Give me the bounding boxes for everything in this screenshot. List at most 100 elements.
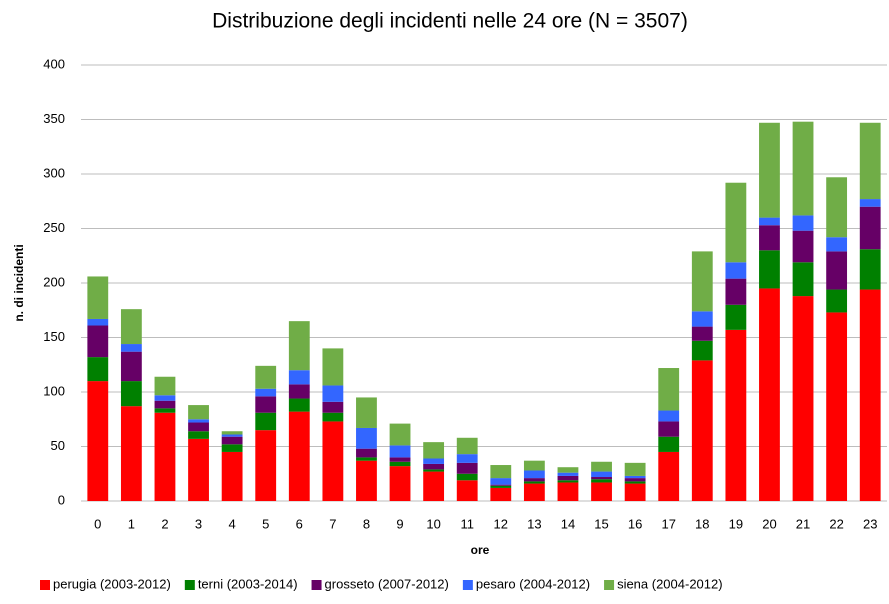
legend-swatch bbox=[462, 580, 473, 590]
bar-segment bbox=[456, 437, 478, 455]
bar-segment bbox=[120, 381, 142, 407]
bar-segment bbox=[792, 262, 814, 297]
bar-segment bbox=[87, 357, 109, 382]
legend-swatch bbox=[40, 580, 50, 590]
y-tick-label: 200 bbox=[43, 274, 65, 289]
bar-segment bbox=[87, 381, 109, 501]
bar-segment bbox=[725, 182, 747, 263]
bar-segment bbox=[221, 436, 243, 445]
bar-segment bbox=[826, 289, 848, 313]
bar-segment bbox=[658, 410, 680, 422]
bar-segment bbox=[859, 206, 881, 250]
bar-segment bbox=[759, 217, 780, 226]
x-tick-label: 6 bbox=[296, 516, 303, 531]
bar-segment bbox=[255, 396, 277, 413]
bar-segment bbox=[87, 318, 109, 326]
bar-segment bbox=[322, 421, 344, 501]
x-tick-label: 12 bbox=[494, 516, 508, 531]
bar-segment bbox=[288, 398, 310, 412]
legend-swatch bbox=[311, 580, 322, 590]
x-tick-label: 1 bbox=[128, 516, 135, 531]
legend-swatch bbox=[184, 580, 195, 590]
bar-segment bbox=[120, 344, 142, 352]
bar-segment bbox=[691, 311, 713, 327]
bar-segment bbox=[557, 480, 579, 483]
bar-segment bbox=[490, 465, 512, 479]
bar-segment bbox=[221, 451, 243, 501]
bar-segment bbox=[826, 237, 848, 252]
bar-segment bbox=[725, 278, 747, 305]
x-tick-label: 2 bbox=[161, 516, 168, 531]
x-tick-label: 11 bbox=[460, 516, 474, 531]
bar-segment bbox=[120, 406, 142, 501]
bar-segment bbox=[490, 487, 512, 501]
bar-segment bbox=[389, 457, 411, 462]
bar-segment bbox=[759, 250, 780, 289]
bar-segment bbox=[725, 329, 747, 501]
bar-segment bbox=[658, 368, 680, 411]
bar-segment bbox=[792, 215, 814, 231]
bar-segment bbox=[322, 401, 344, 413]
bar-segment bbox=[859, 249, 881, 290]
x-tick-label: 7 bbox=[329, 516, 336, 531]
bar-segment bbox=[288, 370, 310, 385]
x-tick-label: 16 bbox=[628, 516, 642, 531]
bar-segment bbox=[658, 451, 680, 501]
bar-segment bbox=[624, 481, 646, 484]
bar-segment bbox=[792, 121, 814, 216]
bar-segment bbox=[154, 395, 176, 401]
bar-segment bbox=[759, 122, 780, 218]
bar-segment bbox=[826, 312, 848, 501]
y-tick-label: 350 bbox=[43, 111, 65, 126]
bar-segment bbox=[389, 466, 411, 501]
bar-segment bbox=[826, 177, 848, 238]
bar-segment bbox=[154, 400, 176, 409]
bar-segment bbox=[557, 467, 579, 473]
bar-segment bbox=[624, 462, 646, 476]
bar-segment bbox=[523, 460, 545, 471]
bar-segment bbox=[523, 481, 545, 484]
x-tick-label: 8 bbox=[363, 516, 370, 531]
bar-segment bbox=[490, 478, 512, 485]
bar-segment bbox=[188, 405, 209, 420]
bar-segment bbox=[356, 457, 377, 461]
y-tick-label: 0 bbox=[58, 492, 65, 507]
bar-segment bbox=[456, 462, 478, 474]
bar-segment bbox=[792, 230, 814, 263]
bar-segment bbox=[120, 351, 142, 382]
y-tick-label: 100 bbox=[43, 383, 65, 398]
bar-segment bbox=[288, 321, 310, 371]
x-tick-label: 4 bbox=[229, 516, 236, 531]
bar-segment bbox=[490, 485, 512, 488]
bar-segment bbox=[188, 438, 209, 501]
x-axis-label: ore bbox=[471, 543, 490, 557]
bar-segment bbox=[221, 444, 243, 452]
bar-segment bbox=[691, 340, 713, 361]
x-tick-label: 9 bbox=[396, 516, 403, 531]
bar-segment bbox=[389, 461, 411, 467]
bar-segment bbox=[557, 472, 579, 476]
bar-segment bbox=[624, 483, 646, 501]
x-tick-label: 10 bbox=[426, 516, 440, 531]
bar-segment bbox=[792, 296, 814, 501]
bar-segment bbox=[322, 348, 344, 386]
bar-segment bbox=[624, 478, 646, 482]
bar-segment bbox=[591, 471, 612, 478]
chart-title: Distribuzione degli incidenti nelle 24 o… bbox=[212, 10, 688, 33]
bar-segment bbox=[120, 309, 142, 345]
x-tick-label: 21 bbox=[796, 516, 810, 531]
legend-label: perugia (2003-2012) bbox=[53, 576, 171, 591]
bar-segment bbox=[523, 483, 545, 501]
bar-segment bbox=[154, 408, 176, 413]
bar-segment bbox=[188, 431, 209, 439]
x-tick-label: 13 bbox=[527, 516, 541, 531]
y-axis-label: n. di incidenti bbox=[12, 244, 26, 321]
bar-segment bbox=[188, 422, 209, 432]
bar-segment bbox=[523, 478, 545, 482]
bar-segment bbox=[759, 288, 780, 501]
bar-segment bbox=[221, 431, 243, 435]
bar-segment bbox=[456, 454, 478, 463]
bar-segment bbox=[591, 461, 612, 472]
bar-segment bbox=[456, 480, 478, 501]
